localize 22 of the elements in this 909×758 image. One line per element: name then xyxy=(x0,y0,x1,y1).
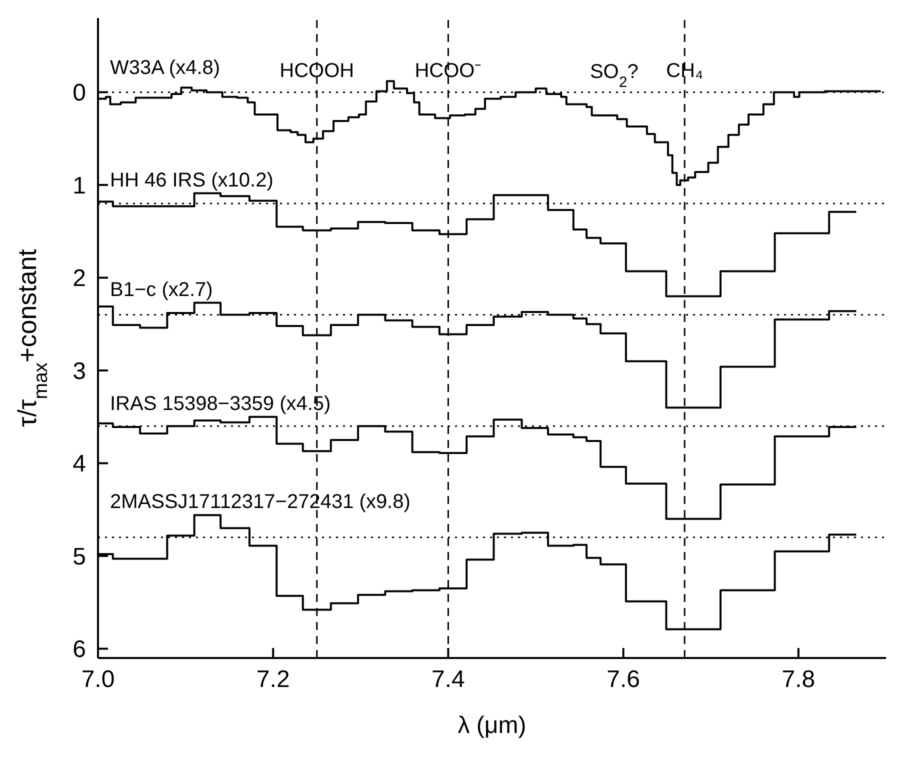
y-tick-label: 2 xyxy=(72,265,86,292)
x-tick-label: 7.4 xyxy=(432,666,465,694)
y-tick-label: 0 xyxy=(72,80,86,107)
x-tick-label: 7.8 xyxy=(782,666,816,694)
series-label: 2MASSJ17112317−272431 (x9.8) xyxy=(110,491,410,514)
x-axis-title: λ (μm) xyxy=(458,712,526,739)
series-label: W33A (x4.8) xyxy=(110,57,220,80)
series-label: IRAS 15398−3359 (x4.5) xyxy=(110,392,331,415)
ref-line-label: HCOOH xyxy=(280,60,354,82)
ref-line-label: HCOO⁻ xyxy=(414,60,482,82)
y-tick-label: 5 xyxy=(72,543,86,570)
y-tick-label: 6 xyxy=(72,636,86,664)
y-tick-label: 3 xyxy=(72,358,86,385)
series-label: B1−c (x2.7) xyxy=(110,278,213,301)
x-tick-label: 7.6 xyxy=(606,666,640,694)
annotation: SO$_{2}$? xyxy=(590,61,638,90)
y-tick-label: 4 xyxy=(72,450,86,478)
x-tick-label: 7.2 xyxy=(256,666,290,694)
ref-line-label: CH₄ xyxy=(666,60,704,82)
y-tick-label: 1 xyxy=(72,172,86,200)
x-tick-label: 7.0 xyxy=(81,666,115,694)
series-label: HH 46 IRS (x10.2) xyxy=(110,169,274,192)
